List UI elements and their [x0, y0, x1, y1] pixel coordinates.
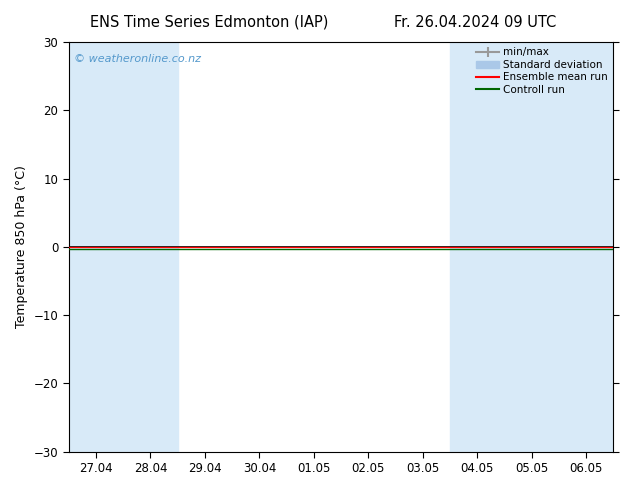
Y-axis label: Temperature 850 hPa (°C): Temperature 850 hPa (°C) — [15, 166, 28, 328]
Legend: min/max, Standard deviation, Ensemble mean run, Controll run: min/max, Standard deviation, Ensemble me… — [474, 45, 611, 97]
Text: ENS Time Series Edmonton (IAP): ENS Time Series Edmonton (IAP) — [90, 15, 328, 30]
Text: © weatheronline.co.nz: © weatheronline.co.nz — [74, 54, 201, 64]
Text: Fr. 26.04.2024 09 UTC: Fr. 26.04.2024 09 UTC — [394, 15, 557, 30]
Bar — [559, 42, 614, 452]
Bar — [68, 42, 178, 452]
Bar — [450, 42, 559, 452]
